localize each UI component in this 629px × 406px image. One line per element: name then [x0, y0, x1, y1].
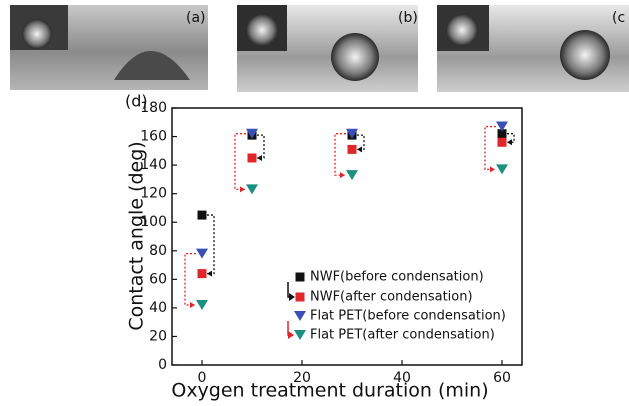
marker [196, 300, 208, 310]
connector-arrow [207, 215, 214, 274]
y-tick-label: 40 [149, 300, 167, 316]
connector-arrow [335, 134, 346, 175]
panel-label: (c [612, 10, 625, 26]
marker [246, 184, 258, 194]
marker [498, 138, 507, 147]
y-tick-label: 0 [158, 357, 167, 373]
photo-c: (c [437, 5, 629, 92]
x-tick-label: 0 [198, 370, 207, 386]
y-tick-label: 140 [140, 157, 167, 173]
panel-label: (a) [186, 10, 206, 26]
x-tick-label: 40 [393, 370, 411, 386]
marker [496, 164, 508, 174]
photo-a: (a) [10, 5, 208, 90]
arrow-head [490, 166, 495, 172]
marker [346, 170, 358, 180]
legend-label: Flat PET(before condensation) [310, 309, 506, 324]
arrow-head [207, 271, 212, 277]
legend-marker [296, 273, 305, 282]
legend-marker [294, 311, 306, 321]
legend-label: Flat PET(after condensation) [310, 328, 495, 343]
arrow-head [357, 146, 362, 152]
arrow-head [257, 155, 262, 161]
y-tick-label: 60 [149, 271, 167, 287]
arrow-head [240, 186, 245, 192]
y-tick-label: 120 [140, 186, 167, 202]
legend-marker [294, 330, 306, 340]
x-tick-label: 20 [293, 370, 311, 386]
marker [198, 269, 207, 278]
y-tick-label: 180 [140, 100, 167, 116]
marker [198, 211, 207, 220]
y-tick-label: 80 [149, 243, 167, 259]
figure: (a) (b) (c (d) Oxygen treatment duration… [0, 0, 629, 402]
arrow-head [289, 293, 295, 301]
plot-frame [172, 108, 522, 365]
legend-label: NWF(before condensation) [310, 270, 484, 285]
panel-label: (b) [398, 10, 418, 26]
arrow-head [288, 331, 294, 339]
connector-arrow [357, 135, 364, 149]
connector-arrow [257, 135, 264, 158]
y-tick-label: 160 [140, 129, 167, 145]
y-tick-label: 20 [149, 328, 167, 344]
connector-arrow [485, 127, 496, 170]
y-tick-label: 100 [140, 214, 167, 230]
marker [348, 145, 357, 154]
photo-b: (b) [237, 5, 418, 92]
arrow-head [340, 172, 345, 178]
arrow-head [507, 139, 512, 145]
legend-label: NWF(after condensation) [310, 290, 473, 305]
marker [196, 249, 208, 259]
connector-arrow [235, 134, 246, 190]
x-tick-label: 60 [493, 370, 511, 386]
legend-marker [296, 293, 305, 302]
connector-arrow [185, 254, 196, 305]
arrow-head [190, 302, 195, 308]
x-axis-label: Oxygen treatment duration (min) [171, 380, 488, 402]
marker [248, 153, 257, 162]
